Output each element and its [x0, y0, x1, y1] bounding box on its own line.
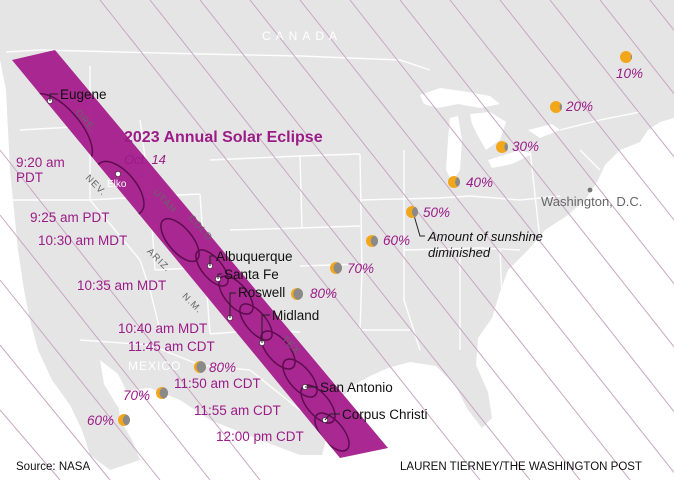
time-label-0920: 9:20 am	[16, 155, 65, 170]
pct-label-20: 20%	[566, 99, 594, 114]
country-label-canada: CANADA	[262, 29, 343, 43]
pct-label-80-mexico: 80%	[209, 360, 237, 375]
sunshine-markers	[118, 51, 632, 426]
sunshine-marker-icon	[330, 262, 342, 274]
time-label-1040: 10:40 am MDT	[118, 321, 208, 336]
city-dot-washington	[587, 187, 593, 193]
city-label-washington: Washington, D.C.	[541, 194, 643, 209]
map-title: 2023 Annual Solar Eclipse	[124, 129, 323, 146]
city-label-albuquerque: Albuquerque	[216, 249, 293, 264]
time-label-1030: 10:30 am MDT	[38, 233, 128, 248]
city-label-midland: Midland	[272, 308, 320, 323]
sunshine-marker-icon	[366, 235, 378, 247]
lake-michigan	[446, 116, 462, 182]
sunshine-note-line2: diminished	[428, 245, 491, 260]
city-label-san-antonio: San Antonio	[320, 380, 393, 395]
pct-label-60-mexico: 60%	[87, 413, 115, 428]
pct-label-70-mexico: 70%	[123, 388, 151, 403]
lake-huron	[470, 112, 506, 150]
city-dot-elko	[115, 171, 121, 177]
city-label-elko: Elko	[107, 179, 127, 190]
moon-disc	[412, 206, 418, 218]
pct-label-70: 70%	[347, 261, 375, 276]
lake-erie	[488, 150, 532, 168]
sun-disc	[550, 101, 562, 113]
time-label-1145: 11:45 am CDT	[128, 339, 215, 354]
map-subtitle: Oct. 14	[124, 152, 166, 167]
sun-disc	[620, 51, 632, 63]
country-label-mexico: MEXICO	[128, 359, 182, 373]
sunshine-marker-icon	[448, 176, 460, 188]
pct-label-60: 60%	[383, 233, 411, 248]
time-label-1155: 11:55 am CDT	[194, 403, 281, 418]
shadow-ellipse	[282, 358, 318, 398]
time-label-0925: 9:25 am PDT	[30, 210, 110, 225]
time-label-1035: 10:35 am MDT	[77, 278, 167, 293]
moon-disc	[455, 176, 460, 188]
city-label-eugene: Eugene	[60, 87, 107, 102]
pct-label-10: 10%	[616, 66, 644, 81]
city-label-corpus-christi: Corpus Christi	[342, 407, 428, 422]
time-label-0920-zone: PDT	[16, 170, 43, 185]
moon-disc	[159, 387, 168, 399]
shadow-ellipse	[195, 249, 229, 287]
shadow-ellipse	[239, 303, 273, 341]
lake-ontario	[528, 124, 560, 138]
credit-line: LAUREN TIERNEY/THE WASHINGTON POST	[400, 461, 642, 473]
sunshine-marker-icon	[406, 206, 418, 218]
sunshine-note-line1: Amount of sunshine	[428, 229, 543, 244]
shadow-ellipse	[218, 275, 254, 315]
sunshine-marker-icon	[550, 101, 562, 113]
sunshine-marker-icon	[118, 414, 130, 426]
gulf-of-california	[100, 360, 130, 418]
pct-label-30: 30%	[512, 139, 540, 154]
pct-label-50: 50%	[423, 205, 451, 220]
pct-label-40: 40%	[466, 175, 494, 190]
city-label-roswell: Roswell	[238, 285, 286, 300]
shadow-ellipse	[260, 330, 296, 370]
lake-superior	[420, 88, 500, 108]
moon-disc	[122, 414, 130, 426]
moon-disc	[370, 235, 378, 247]
time-label-1200: 12:00 pm CDT	[216, 429, 304, 444]
moon-disc	[333, 262, 342, 274]
city-label-santa-fe: Santa Fe	[224, 267, 279, 282]
source-note: Source: NASA	[16, 461, 91, 473]
pct-label-80: 80%	[310, 286, 338, 301]
sunshine-marker-icon	[156, 387, 168, 399]
sun-disc	[496, 141, 508, 153]
sunshine-marker-icon	[620, 51, 632, 63]
time-label-1150: 11:50 am CDT	[174, 376, 261, 391]
leader-lines	[49, 93, 425, 421]
